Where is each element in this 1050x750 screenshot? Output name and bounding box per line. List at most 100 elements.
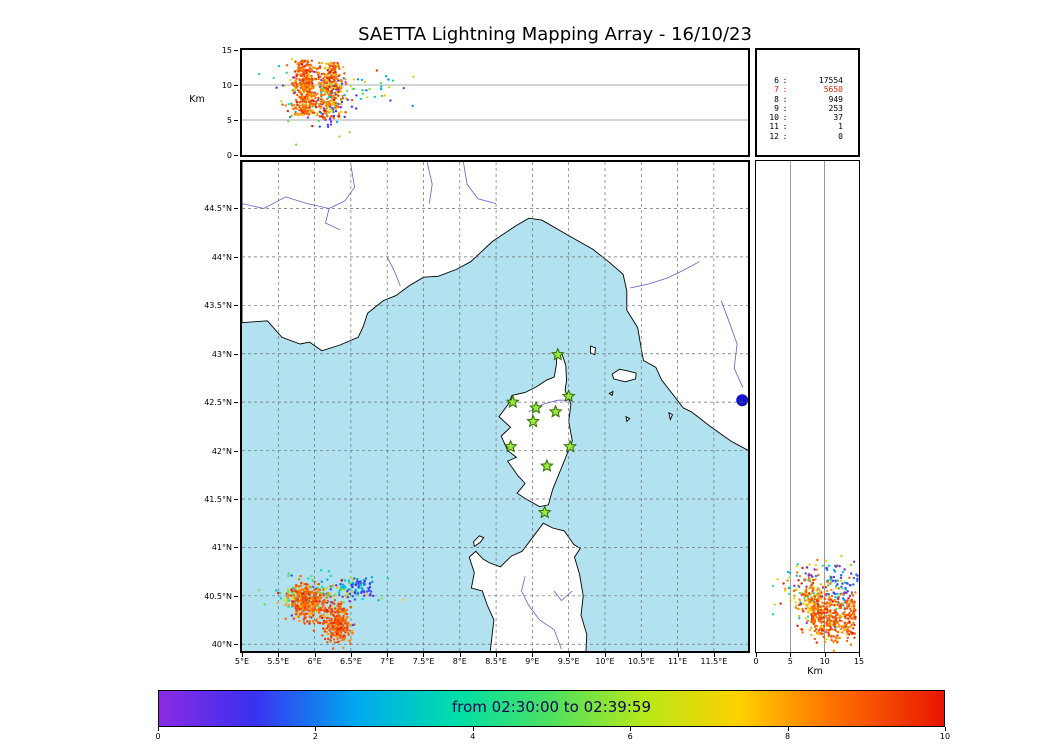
tick-label: 0: [155, 732, 161, 741]
tick-mark: [630, 727, 632, 731]
tick-mark: [234, 644, 238, 646]
grid-layer: [242, 162, 748, 651]
tick-mark: [496, 653, 498, 657]
tick-label: 41.5°N: [204, 494, 232, 504]
tick-mark: [824, 653, 826, 657]
tick-mark: [234, 353, 238, 355]
tick-label: 10.5°E: [627, 657, 655, 666]
station-marker: [529, 400, 543, 414]
source-count-row: 10:37: [769, 113, 843, 123]
tick-mark: [234, 85, 238, 86]
tick-label: 40.5°N: [204, 591, 232, 601]
tick-label: 44°N: [211, 252, 232, 262]
tick-label: 6: [627, 732, 633, 741]
tick-mark: [314, 653, 316, 657]
tick-label: 44.5°N: [204, 204, 232, 214]
tick-mark: [387, 653, 389, 657]
tick-mark: [234, 120, 238, 121]
station-marker: [561, 389, 576, 403]
tick-label: 0: [226, 151, 232, 160]
tick-mark: [472, 727, 474, 731]
lake-marker: [736, 394, 748, 407]
tick-mark: [242, 653, 243, 657]
altitude-vs-latitude-panel: [755, 160, 860, 653]
tick-label: 8: [785, 732, 791, 741]
grid-layer: [790, 161, 825, 652]
station-marker: [505, 394, 520, 409]
tick-mark: [158, 727, 159, 731]
source-counts-list: 6:17554 7:5650 8:949 9:253 10:37 11:1 12:0: [763, 76, 855, 141]
island-coast: [590, 345, 596, 356]
island-coast: [668, 411, 674, 422]
tick-mark: [756, 653, 757, 657]
figure-title: SAETTA Lightning Mapping Array - 16/10/2…: [358, 24, 752, 45]
scatter-layer: [258, 569, 405, 650]
tick-mark: [234, 547, 238, 549]
source-count-row: 6:17554: [774, 76, 843, 85]
source-counts-panel: 6:17554 7:5650 8:949 9:253 10:37 11:1 12:0: [755, 48, 860, 157]
station-marker: [563, 439, 578, 453]
tick-label: 10: [939, 732, 951, 741]
scatter-layer: [258, 57, 415, 146]
tick-label: 2: [312, 732, 318, 741]
tick-label: 4: [470, 732, 476, 741]
tick-label: 0: [753, 657, 759, 666]
tick-label: 7.5°E: [412, 657, 435, 666]
tick-mark: [234, 595, 238, 597]
altitude-axis-label-left: Km: [189, 94, 205, 105]
tick-label: 8°E: [452, 657, 467, 666]
tick-label: 10: [819, 657, 830, 666]
map-panel: [240, 160, 750, 653]
tick-label: 5: [226, 116, 232, 125]
tick-label: 7°E: [380, 657, 395, 666]
altitude-vs-longitude-panel: [240, 48, 750, 157]
tick-label: 11.5°E: [700, 657, 728, 666]
tick-label: 10°E: [595, 657, 615, 666]
tick-mark: [234, 450, 238, 452]
station-marker: [548, 404, 563, 418]
altitude-axis-label-right: Km: [807, 666, 823, 677]
tick-mark: [234, 402, 238, 404]
tick-mark: [350, 653, 352, 657]
tick-mark: [234, 256, 238, 258]
tick-mark: [234, 155, 238, 156]
time-colorbar: [158, 690, 945, 727]
station-marker: [537, 505, 552, 519]
tick-label: 5: [787, 657, 793, 666]
scatter-layer: [771, 554, 859, 652]
corsica-coast: [498, 352, 573, 508]
tick-mark: [787, 727, 789, 731]
stations-layer: [503, 347, 578, 519]
map-plot: [242, 162, 748, 651]
rivers-layer: [242, 162, 744, 650]
tick-label: 15: [853, 657, 865, 666]
tick-mark: [234, 50, 238, 51]
tick-mark: [677, 653, 679, 657]
source-count-row: 12:0: [769, 131, 843, 141]
station-marker: [539, 458, 554, 472]
tick-mark: [278, 653, 280, 657]
station-marker: [526, 414, 541, 428]
tick-mark: [315, 727, 317, 731]
tick-mark: [604, 653, 606, 657]
tick-label: 6.5°E: [340, 657, 362, 666]
tick-label: 6°E: [307, 657, 322, 666]
tick-label: 42.5°N: [204, 398, 232, 408]
tick-label: 15: [221, 46, 232, 55]
tick-label: 8.5°E: [485, 657, 507, 666]
tick-label: 11°E: [667, 657, 688, 666]
tick-mark: [641, 653, 643, 657]
time-range-label: from 02:30:00 to 02:39:59: [451, 698, 651, 716]
mainland-coast: [242, 162, 748, 451]
island-coast: [473, 535, 485, 548]
island-coast: [611, 368, 637, 383]
tick-mark: [423, 653, 425, 657]
tick-mark: [532, 653, 534, 657]
tick-mark: [459, 653, 461, 657]
tick-label: 9°E: [525, 657, 540, 666]
source-count-row: 11:1: [769, 122, 843, 132]
tick-mark: [234, 208, 238, 210]
tick-mark: [790, 653, 792, 657]
altitude-vs-longitude-plot: [242, 57, 748, 146]
tick-mark: [859, 653, 860, 657]
